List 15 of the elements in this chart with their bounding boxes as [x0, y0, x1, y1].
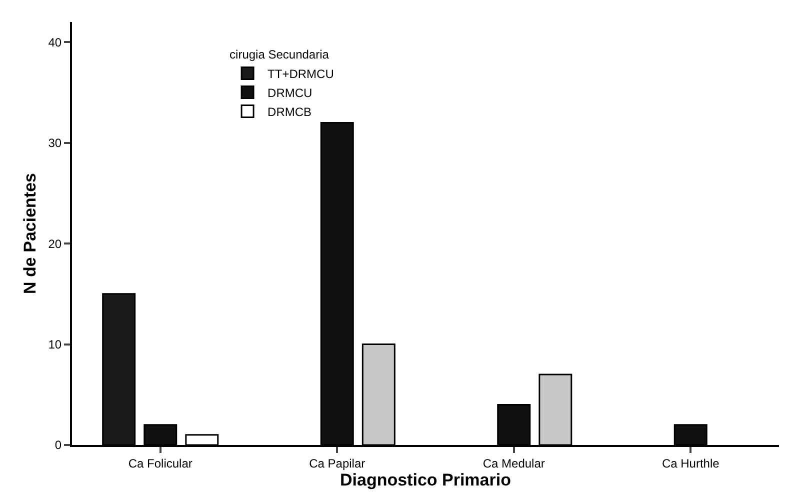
- x-tick-label: Ca Papilar: [309, 456, 366, 470]
- x-tick-label: Ca Folicular: [128, 456, 192, 470]
- y-tick-label: 30: [48, 136, 62, 150]
- y-tick-label: 40: [48, 35, 62, 50]
- legend-label: DRMCB: [268, 104, 312, 119]
- y-tick-label: 10: [48, 337, 62, 352]
- x-axis-title: Diagnostico Primario: [340, 470, 511, 490]
- x-tick-label: Ca Hurthle: [662, 456, 720, 470]
- y-tick-label: 0: [54, 438, 62, 452]
- legend-label: DRMCU: [268, 86, 312, 100]
- x-tick-label: Ca Medular: [482, 456, 545, 470]
- y-axis-title: N de Pacientes: [20, 173, 40, 294]
- legend-label: TT+DRMCU: [268, 66, 334, 81]
- legend-title: cirugia Secundaria: [230, 48, 330, 62]
- y-tick-label: 20: [48, 236, 62, 251]
